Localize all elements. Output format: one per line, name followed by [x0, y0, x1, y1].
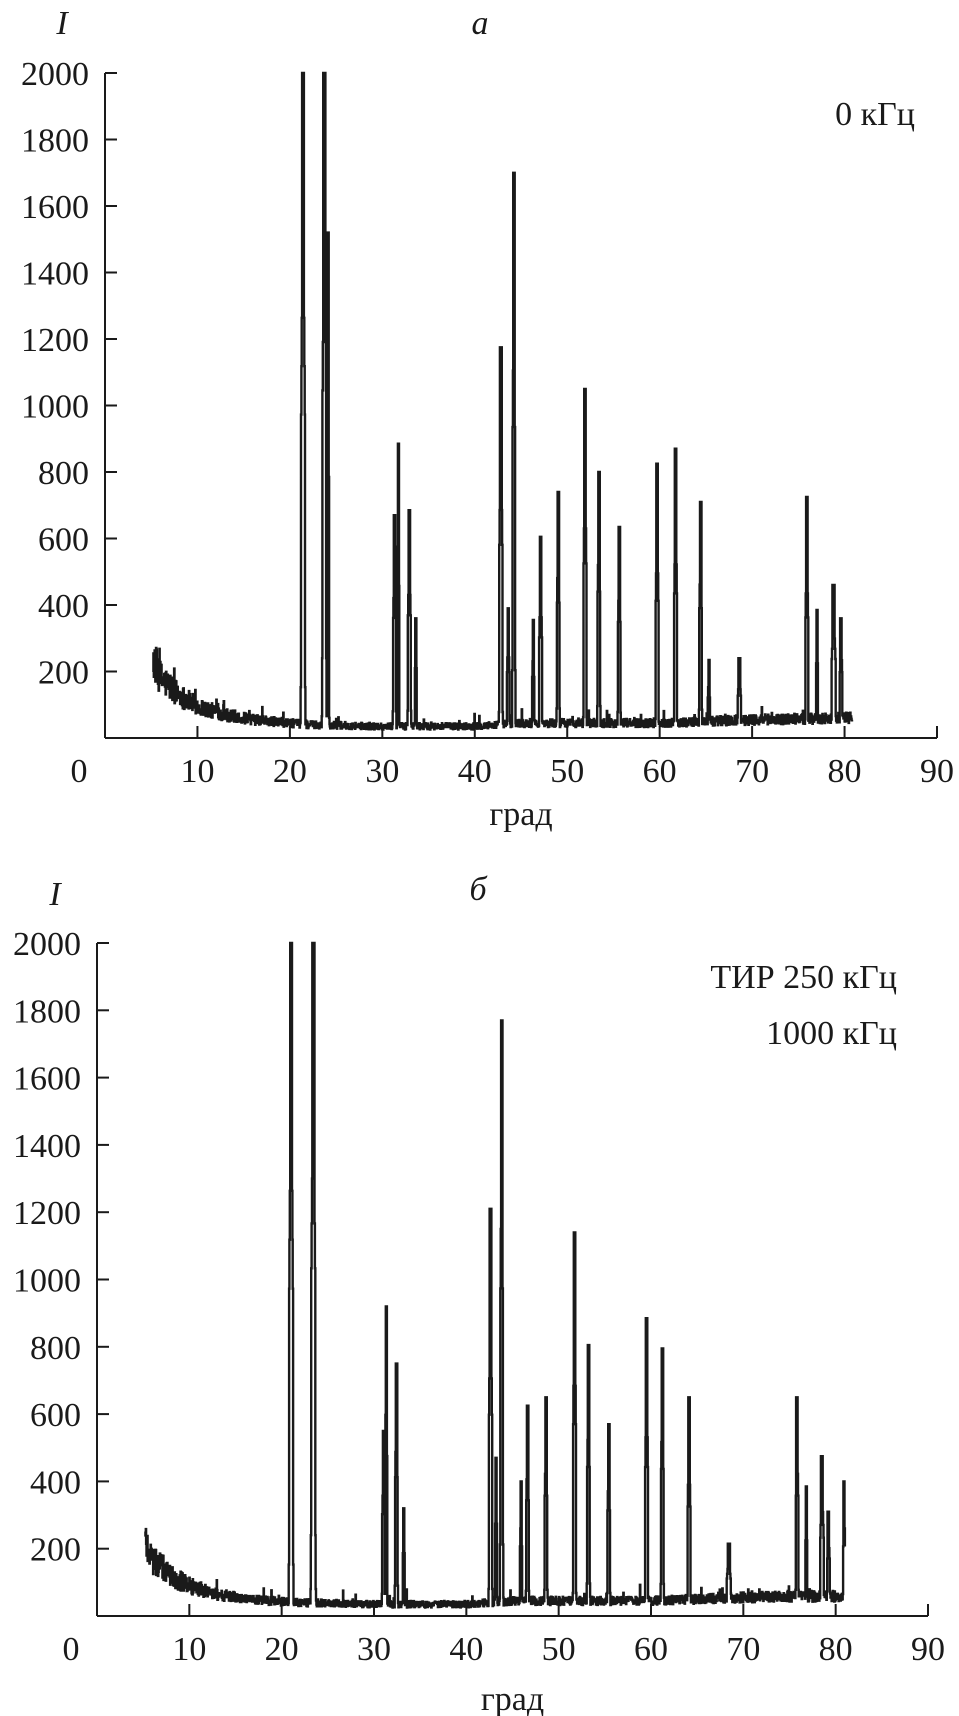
- x-tick-label: 70: [726, 1631, 760, 1668]
- y-tick-label: 2000: [13, 926, 81, 963]
- x-tick-label: 10: [172, 1631, 206, 1668]
- x-tick-label: 20: [273, 753, 307, 790]
- y-tick-label: 1400: [13, 1128, 81, 1165]
- y-tick-label: 800: [30, 1330, 81, 1367]
- y-tick-label: 400: [30, 1464, 81, 1501]
- x-tick-label: 50: [542, 1631, 576, 1668]
- y-tick-label: 400: [38, 588, 89, 625]
- y-tick-label: 1000: [13, 1263, 81, 1300]
- y-tick-label: 1200: [13, 1195, 81, 1232]
- y-tick-label: 1200: [21, 322, 89, 359]
- panel-label: б: [469, 871, 488, 908]
- y-tick-label: 1800: [13, 993, 81, 1030]
- x-axis-label: град: [489, 796, 552, 833]
- chart-panel-b: 0 10 20 30 40 50 60 70 80 90 200 400 600 800 1000 1200 1…: [13, 871, 945, 1716]
- x-tick-label: 0: [71, 753, 88, 790]
- x-tick-label: 80: [828, 753, 862, 790]
- y-axis-label: I: [55, 5, 69, 42]
- panel-label: а: [472, 5, 489, 42]
- diffraction-trace: [144, 941, 847, 1609]
- y-tick-label: 1000: [21, 389, 89, 426]
- x-tick-label: 30: [365, 753, 399, 790]
- x-tick-label: 50: [550, 753, 584, 790]
- y-tick-label: 200: [38, 655, 89, 692]
- x-tick-label: 90: [911, 1631, 945, 1668]
- y-tick-label: 2000: [21, 56, 89, 93]
- x-axis-label: град: [481, 1681, 544, 1716]
- y-tick-label: 600: [38, 522, 89, 559]
- chart-panel-a: 0 10 20 30 40 50 60 70 80 90 200 400 600 800 1000 1200 1…: [21, 5, 954, 833]
- x-tick-label: 0: [63, 1631, 80, 1668]
- y-tick-label: 600: [30, 1397, 81, 1434]
- condition-annotation: ТИР 250 кГц: [710, 959, 897, 996]
- x-tick-label: 10: [180, 753, 214, 790]
- condition-annotation: 1000 кГц: [766, 1015, 897, 1052]
- x-tick-label: 40: [458, 753, 492, 790]
- x-tick-label: 40: [449, 1631, 483, 1668]
- x-tick-label: 60: [634, 1631, 668, 1668]
- x-tick-label: 20: [265, 1631, 299, 1668]
- y-tick-label: 800: [38, 455, 89, 492]
- x-tick-label: 80: [819, 1631, 853, 1668]
- x-tick-label: 60: [643, 753, 677, 790]
- y-tick-label: 1600: [13, 1061, 81, 1098]
- condition-annotation: 0 кГц: [835, 96, 915, 133]
- y-tick-label: 1800: [21, 123, 89, 160]
- x-tick-label: 90: [920, 753, 954, 790]
- y-tick-label: 1400: [21, 256, 89, 293]
- diffraction-trace: [152, 71, 854, 731]
- y-axis-label: I: [48, 876, 62, 913]
- x-tick-label: 70: [735, 753, 769, 790]
- x-tick-label: 30: [357, 1631, 391, 1668]
- y-tick-label: 1600: [21, 189, 89, 226]
- y-tick-label: 200: [30, 1532, 81, 1569]
